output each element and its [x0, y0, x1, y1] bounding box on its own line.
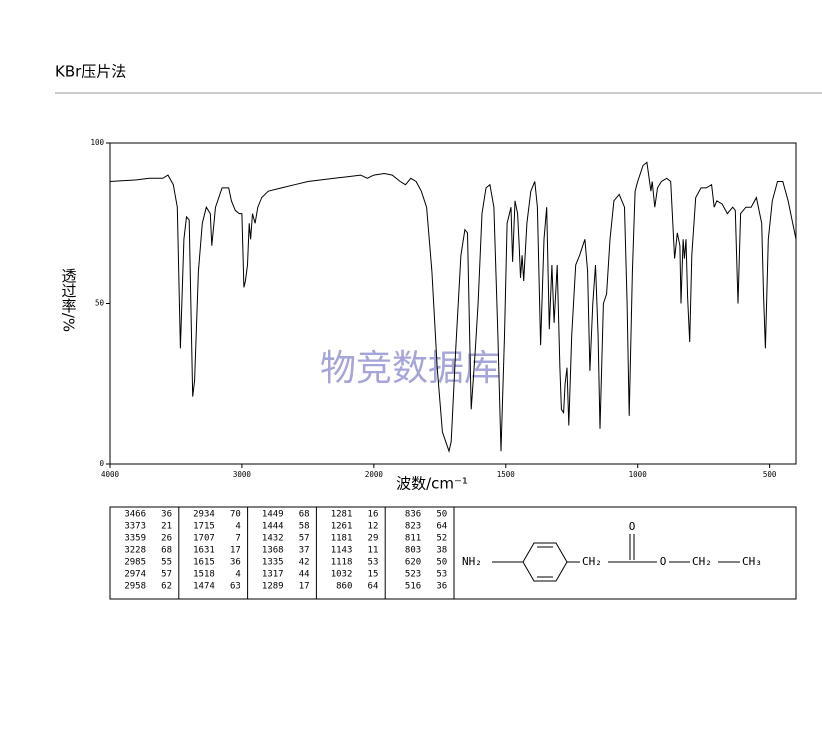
ethyl-ch2-label: CH₂	[692, 555, 712, 568]
peak-transmittance: 64	[368, 582, 379, 592]
peak-transmittance: 57	[299, 534, 310, 544]
peak-wavenumber: 1631	[193, 546, 215, 556]
peak-transmittance: 42	[299, 558, 310, 568]
x-axis-label: 波数/cm⁻¹	[396, 475, 468, 493]
peak-transmittance: 26	[161, 534, 172, 544]
peak-transmittance: 36	[230, 558, 241, 568]
methyl-label: CH₃	[742, 555, 762, 568]
peak-transmittance: 12	[368, 522, 379, 532]
peak-transmittance: 58	[299, 522, 310, 532]
peak-wavenumber: 823	[405, 522, 421, 532]
peak-transmittance: 11	[368, 546, 379, 556]
peak-transmittance: 63	[230, 582, 241, 592]
peak-transmittance: 38	[436, 546, 447, 556]
peak-transmittance: 17	[230, 546, 241, 556]
peak-wavenumber: 2934	[193, 510, 215, 520]
peak-wavenumber: 1474	[193, 582, 215, 592]
ester-o-label: O	[660, 555, 667, 568]
peak-wavenumber: 811	[405, 534, 421, 544]
x-tick-label: 4000	[101, 470, 120, 479]
peak-wavenumber: 2985	[124, 558, 146, 568]
peak-wavenumber: 1289	[262, 582, 284, 592]
peak-wavenumber: 1281	[331, 510, 353, 520]
x-tick-label: 3000	[233, 470, 252, 479]
peak-transmittance: 53	[368, 558, 379, 568]
peak-transmittance: 29	[368, 534, 379, 544]
peak-transmittance: 44	[299, 570, 310, 580]
peak-transmittance: 4	[235, 522, 240, 532]
peak-transmittance: 62	[161, 582, 172, 592]
peak-wavenumber: 3466	[124, 510, 146, 520]
peak-transmittance: 50	[436, 510, 447, 520]
method-title: KBr压片法	[55, 63, 126, 81]
peak-wavenumber: 523	[405, 570, 421, 580]
x-tick-label: 1500	[497, 470, 516, 479]
peak-wavenumber: 3228	[124, 546, 146, 556]
peak-transmittance: 7	[235, 534, 240, 544]
y-tick-label: 100	[90, 138, 104, 147]
peak-wavenumber: 1615	[193, 558, 215, 568]
methylene-label: CH₂	[582, 555, 602, 568]
peak-transmittance: 55	[161, 558, 172, 568]
peak-wavenumber: 1432	[262, 534, 284, 544]
plot-frame	[109, 142, 797, 465]
peak-wavenumber: 1032	[331, 570, 353, 580]
carbonyl-o-label: O	[629, 520, 636, 533]
peak-wavenumber: 3373	[124, 522, 146, 532]
peak-transmittance: 57	[161, 570, 172, 580]
peak-wavenumber: 836	[405, 510, 421, 520]
peak-wavenumber: 1317	[262, 570, 284, 580]
peak-wavenumber: 1335	[262, 558, 284, 568]
x-tick-label: 2000	[365, 470, 384, 479]
y-axis-label: 透过率/%	[60, 268, 78, 332]
peak-transmittance: 52	[436, 534, 447, 544]
peak-wavenumber: 860	[336, 582, 352, 592]
peak-wavenumber: 2958	[124, 582, 146, 592]
peak-wavenumber: 1181	[331, 534, 353, 544]
table-frame	[109, 506, 797, 600]
peak-transmittance: 68	[161, 546, 172, 556]
structure-bonds	[492, 534, 740, 582]
x-tick-label: 1000	[629, 470, 648, 479]
peak-transmittance: 15	[368, 570, 379, 580]
peak-transmittance: 37	[299, 546, 310, 556]
peak-transmittance: 36	[161, 510, 172, 520]
x-tick-label: 500	[763, 470, 777, 479]
peak-transmittance: 70	[230, 510, 241, 520]
amine-label: NH₂	[462, 555, 482, 568]
peak-wavenumber: 1143	[331, 546, 353, 556]
peak-transmittance: 4	[235, 570, 240, 580]
peak-wavenumber: 1368	[262, 546, 284, 556]
peak-transmittance: 68	[299, 510, 310, 520]
spectrum-line	[109, 161, 797, 454]
peak-wavenumber: 803	[405, 546, 421, 556]
peak-wavenumber: 1118	[331, 558, 353, 568]
peak-wavenumber: 1518	[193, 570, 215, 580]
peak-wavenumber: 1715	[193, 522, 215, 532]
peak-wavenumber: 1261	[331, 522, 353, 532]
peak-transmittance: 64	[436, 522, 447, 532]
peak-transmittance: 17	[299, 582, 310, 592]
peak-wavenumber: 1444	[262, 522, 284, 532]
peak-transmittance: 50	[436, 558, 447, 568]
peak-transmittance: 53	[436, 570, 447, 580]
peak-wavenumber: 620	[405, 558, 421, 568]
peak-wavenumber: 516	[405, 582, 421, 592]
peak-wavenumber: 3359	[124, 534, 146, 544]
peak-wavenumber: 1449	[262, 510, 284, 520]
peak-transmittance: 36	[436, 582, 447, 592]
y-tick-label: 50	[95, 299, 105, 308]
peak-wavenumber: 2974	[124, 570, 146, 580]
peak-wavenumber: 1707	[193, 534, 215, 544]
peak-transmittance: 16	[368, 510, 379, 520]
y-tick-label: 0	[99, 459, 104, 468]
peak-transmittance: 21	[161, 522, 172, 532]
